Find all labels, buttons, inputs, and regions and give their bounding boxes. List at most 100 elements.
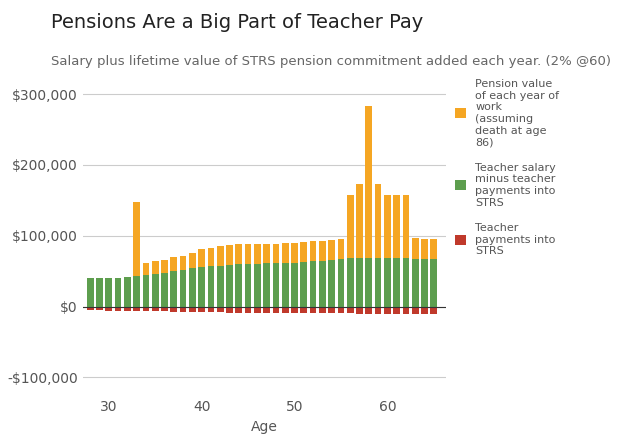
Bar bbox=[245, 264, 252, 307]
Bar bbox=[152, 261, 159, 274]
Bar bbox=[347, 258, 354, 307]
Bar bbox=[161, 307, 168, 311]
Bar bbox=[421, 239, 428, 259]
Bar bbox=[384, 194, 390, 258]
Bar bbox=[115, 278, 122, 307]
Bar bbox=[273, 244, 279, 263]
Bar bbox=[236, 264, 242, 307]
Bar bbox=[310, 242, 317, 261]
Bar bbox=[421, 259, 428, 307]
Bar bbox=[96, 307, 103, 310]
Bar bbox=[319, 261, 326, 307]
Bar bbox=[254, 244, 261, 264]
Bar bbox=[301, 242, 307, 262]
Bar bbox=[189, 268, 196, 307]
Bar bbox=[291, 263, 298, 307]
Bar bbox=[282, 243, 289, 263]
Bar bbox=[393, 258, 400, 307]
Bar bbox=[217, 246, 224, 266]
Bar bbox=[319, 307, 326, 313]
Bar bbox=[171, 307, 177, 312]
Bar bbox=[87, 307, 94, 310]
Bar bbox=[366, 258, 372, 307]
Bar bbox=[245, 307, 252, 313]
X-axis label: Age: Age bbox=[251, 420, 278, 434]
Bar bbox=[301, 307, 307, 313]
Bar bbox=[143, 275, 149, 307]
Bar bbox=[133, 307, 140, 311]
Bar bbox=[171, 257, 177, 271]
Bar bbox=[189, 253, 196, 268]
Bar bbox=[366, 307, 372, 314]
Bar bbox=[347, 307, 354, 313]
Bar bbox=[301, 262, 307, 307]
Bar bbox=[115, 307, 122, 310]
Bar bbox=[375, 258, 382, 307]
Bar bbox=[431, 307, 437, 313]
Bar bbox=[403, 307, 410, 314]
Bar bbox=[180, 307, 187, 312]
Bar bbox=[282, 307, 289, 313]
Bar bbox=[393, 194, 400, 258]
Bar bbox=[96, 278, 103, 307]
Bar bbox=[189, 307, 196, 312]
Bar bbox=[291, 243, 298, 263]
Bar bbox=[226, 245, 233, 265]
Bar bbox=[171, 271, 177, 307]
Bar bbox=[310, 261, 317, 307]
Bar bbox=[338, 239, 345, 259]
Bar bbox=[412, 238, 419, 259]
Bar bbox=[208, 248, 214, 266]
Bar bbox=[328, 307, 335, 313]
Bar bbox=[106, 307, 112, 310]
Bar bbox=[208, 307, 214, 312]
Bar bbox=[384, 258, 390, 307]
Bar bbox=[291, 307, 298, 313]
Bar bbox=[198, 307, 205, 312]
Bar bbox=[124, 307, 131, 311]
Bar bbox=[180, 270, 187, 307]
Bar bbox=[403, 258, 410, 307]
Bar bbox=[226, 307, 233, 313]
Bar bbox=[161, 260, 168, 273]
Bar bbox=[375, 307, 382, 314]
Bar bbox=[338, 259, 345, 307]
Bar bbox=[328, 260, 335, 307]
Bar bbox=[198, 249, 205, 267]
Bar bbox=[133, 202, 140, 276]
Bar bbox=[161, 273, 168, 307]
Bar bbox=[384, 307, 390, 314]
Bar bbox=[310, 307, 317, 313]
Bar bbox=[282, 263, 289, 307]
Bar bbox=[273, 307, 279, 313]
Bar bbox=[263, 263, 270, 307]
Bar bbox=[133, 276, 140, 307]
Bar bbox=[412, 259, 419, 307]
Bar bbox=[106, 278, 112, 307]
Bar bbox=[366, 106, 372, 258]
Bar bbox=[124, 277, 131, 307]
Bar bbox=[87, 278, 94, 307]
Bar bbox=[403, 194, 410, 258]
Legend: Pension value
of each year of
work
(assuming
death at age
86), Teacher salary
mi: Pension value of each year of work (assu… bbox=[455, 79, 559, 256]
Bar bbox=[375, 184, 382, 258]
Bar bbox=[356, 258, 363, 307]
Bar bbox=[217, 266, 224, 307]
Text: Pensions Are a Big Part of Teacher Pay: Pensions Are a Big Part of Teacher Pay bbox=[51, 13, 423, 32]
Bar bbox=[180, 256, 187, 270]
Text: Salary plus lifetime value of STRS pension commitment added each year. (2% @60): Salary plus lifetime value of STRS pensi… bbox=[51, 56, 611, 68]
Bar bbox=[254, 307, 261, 313]
Bar bbox=[236, 244, 242, 264]
Bar bbox=[226, 265, 233, 307]
Bar bbox=[356, 184, 363, 258]
Bar bbox=[263, 244, 270, 263]
Bar bbox=[319, 241, 326, 261]
Bar bbox=[236, 307, 242, 313]
Bar bbox=[431, 259, 437, 307]
Bar bbox=[254, 264, 261, 307]
Bar bbox=[273, 263, 279, 307]
Bar bbox=[347, 194, 354, 258]
Bar bbox=[152, 307, 159, 311]
Bar bbox=[143, 263, 149, 275]
Bar bbox=[421, 307, 428, 314]
